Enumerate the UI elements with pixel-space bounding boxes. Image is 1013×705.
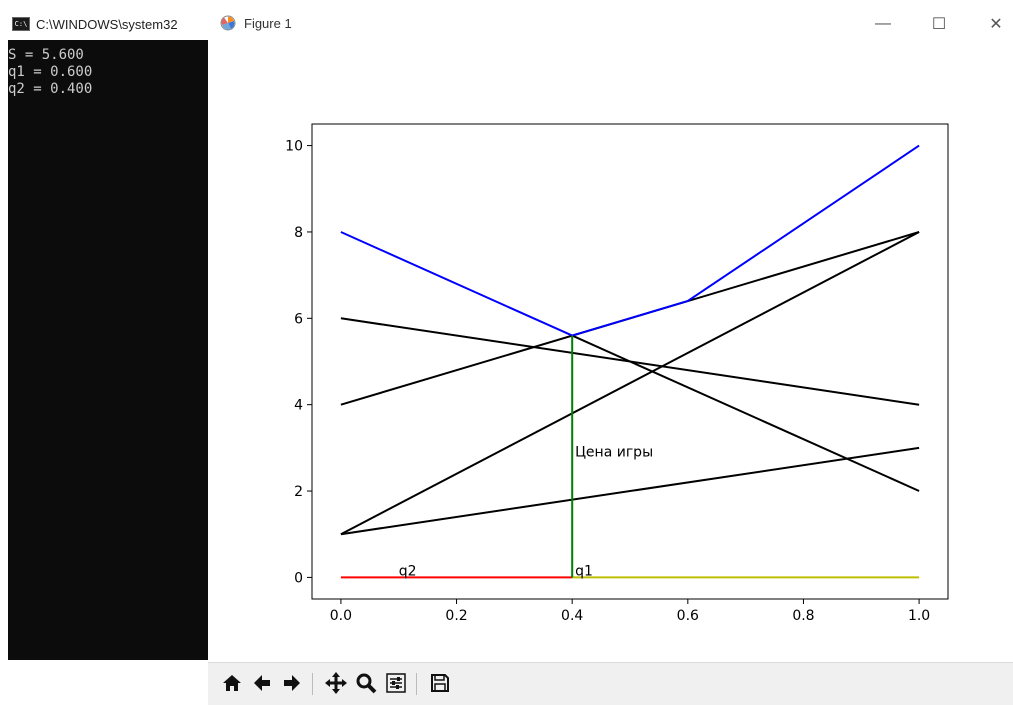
figure-title: Figure 1 (244, 16, 292, 31)
configure-icon[interactable] (382, 669, 410, 697)
maximize-button[interactable]: ☐ (931, 16, 947, 33)
matplotlib-icon (220, 15, 236, 31)
console-line: S = 5.600 (8, 47, 84, 63)
minimize-button[interactable]: — (875, 15, 891, 32)
series-line-3 (340, 446, 920, 536)
x-tick-label: 0.4 (561, 608, 583, 624)
y-tick-label: 2 (294, 484, 303, 500)
zoom-icon[interactable] (352, 669, 380, 697)
y-tick-label: 0 (294, 570, 303, 586)
console-line: q2 = 0.400 (8, 81, 93, 97)
y-tick-label: 10 (285, 139, 303, 155)
console-title: C:\WINDOWS\system32 (36, 16, 178, 32)
axes-frame (311, 123, 949, 600)
forward-icon[interactable] (278, 669, 306, 697)
back-icon[interactable] (248, 669, 276, 697)
annotation-label: q1 (575, 563, 593, 579)
series-line-4 (571, 334, 920, 492)
series-line-5 (340, 144, 920, 337)
series-line-2 (340, 231, 920, 536)
x-tick-label: 0.8 (792, 608, 814, 624)
close-button[interactable]: ✕ (989, 16, 1003, 33)
x-tick-label: 0.2 (445, 608, 467, 624)
x-tick-label: 1.0 (908, 608, 930, 624)
annotation-label: q2 (399, 563, 417, 579)
toolbar-separator (416, 673, 417, 695)
console-window: C:\ C:\WINDOWS\system32 S = 5.600 q1 = 0… (8, 8, 208, 660)
x-tick-label: 0.6 (677, 608, 699, 624)
y-tick-label: 6 (294, 311, 303, 327)
y-tick-label: 8 (294, 225, 303, 241)
navigation-toolbar (208, 662, 1013, 705)
console-output: S = 5.600 q1 = 0.600 q2 = 0.400 (8, 47, 92, 98)
home-icon[interactable] (218, 669, 246, 697)
x-tick-label: 0.0 (330, 608, 352, 624)
save-icon[interactable] (426, 669, 454, 697)
annotation-label: Цена игры (575, 445, 653, 461)
cmd-icon: C:\ (12, 17, 30, 31)
figure-window: Figure 1 — ☐ ✕ 0.0 0.2 0.4 0.6 0.8 1.0 0 2 4 6 8 10… (208, 4, 1013, 705)
pan-icon[interactable] (322, 669, 350, 697)
toolbar-separator (312, 673, 313, 695)
plot-canvas[interactable]: 0.0 0.2 0.4 0.6 0.8 1.0 0 2 4 6 8 10 q2 q1 Цена игры (208, 44, 1013, 662)
console-line: q1 = 0.600 (8, 64, 93, 80)
figure-titlebar[interactable]: Figure 1 — ☐ ✕ (208, 4, 1013, 44)
console-titlebar[interactable]: C:\ C:\WINDOWS\system32 (8, 8, 208, 40)
y-tick-label: 4 (294, 398, 303, 414)
